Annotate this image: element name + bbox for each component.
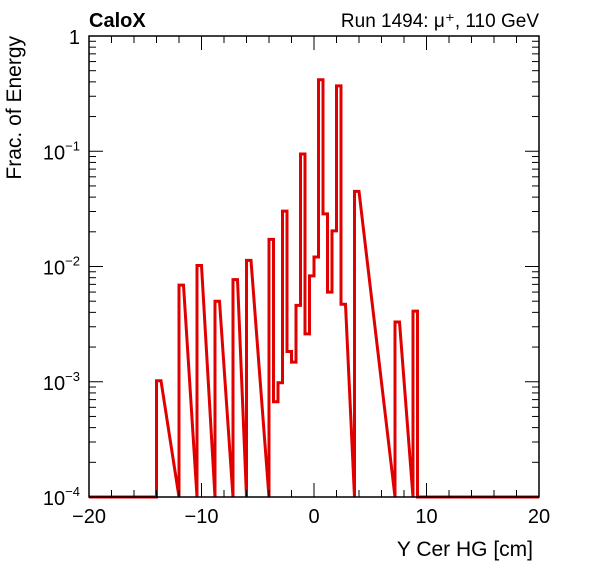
histogram-bin: [292, 362, 297, 497]
experiment-label: CaloX: [89, 10, 146, 32]
histogram-outline: [89, 78, 539, 499]
x-tick-label: 0: [308, 506, 319, 528]
tick-labels: −20 −10 0 10 20 1 10−1 10−2 10−3 10−4: [43, 27, 550, 528]
histogram-layer: [89, 78, 539, 499]
x-tick-label: 20: [528, 506, 550, 528]
y-tick-label: 10−4: [43, 484, 80, 510]
y-tick-label: 10−3: [43, 369, 80, 395]
y-tick-label: 1: [69, 27, 80, 49]
x-tick-label: −20: [72, 506, 106, 528]
histogram-bin: [287, 352, 292, 497]
histogram-bin: [274, 402, 279, 497]
histogram-bin: [328, 292, 333, 497]
y-axis-label: Frac. of Energy: [3, 36, 26, 180]
x-tick-label: −10: [185, 506, 219, 528]
histogram-bin: [305, 334, 310, 497]
run-info-label: Run 1494: μ⁺, 110 GeV: [341, 11, 539, 32]
axis-ticks: [88, 35, 540, 498]
y-tick-label: 10−1: [43, 138, 80, 164]
x-tick-label: 10: [415, 506, 437, 528]
histogram-bin: [314, 257, 319, 497]
x-axis-label: Y Cer HG [cm]: [397, 538, 533, 561]
y-tick-label: 10−2: [43, 254, 80, 280]
histogram-bin: [341, 304, 346, 497]
